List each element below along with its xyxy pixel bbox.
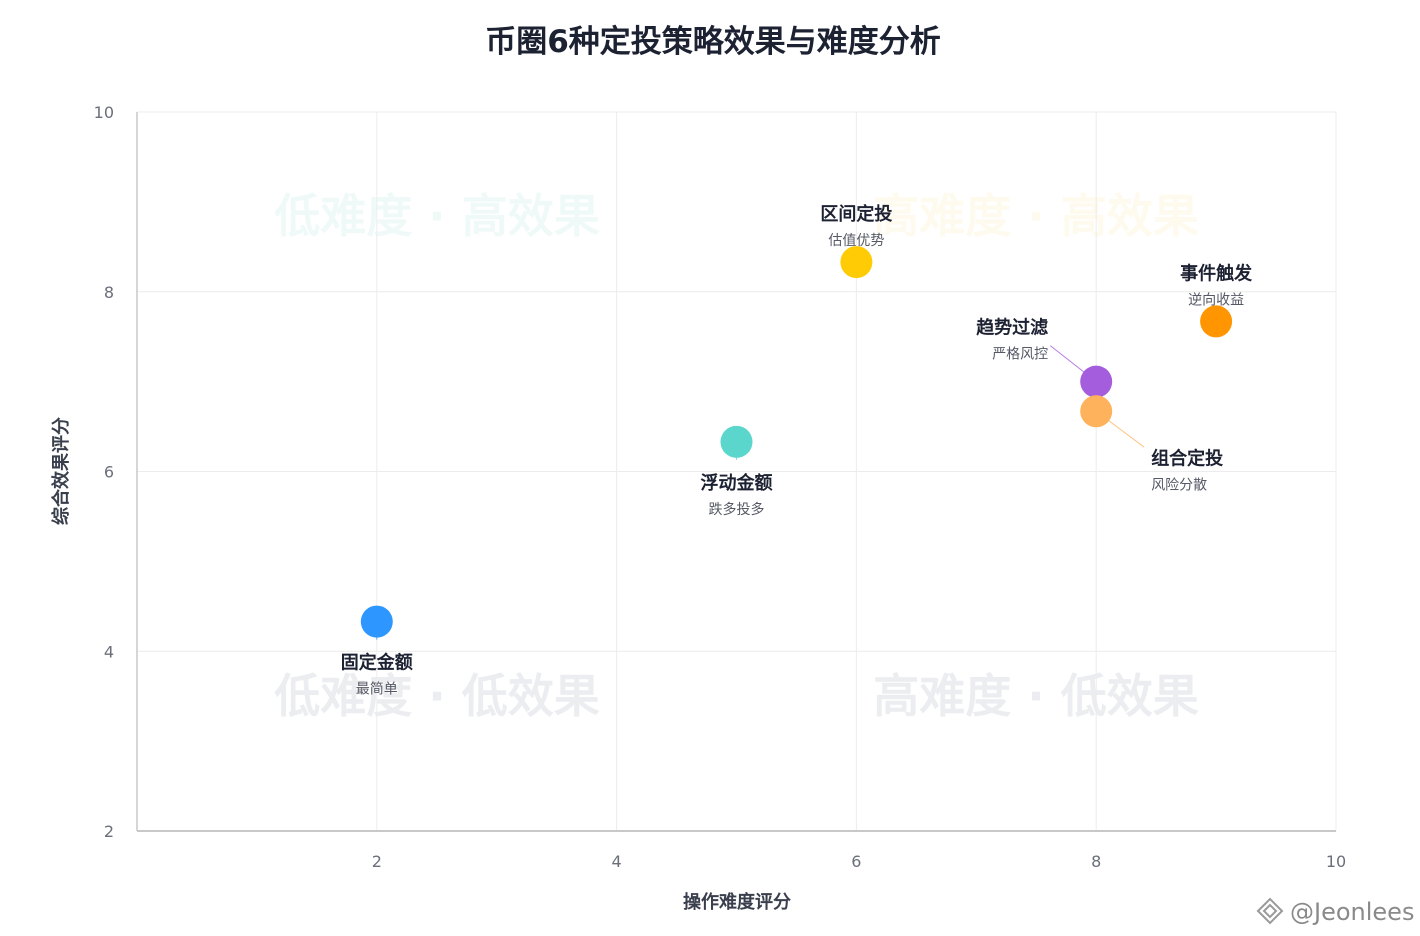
x-tick-label: 6 (851, 852, 861, 871)
quadrant-label: 高难度 · 低效果 (873, 669, 1199, 723)
point-note: 风险分散 (1151, 477, 1207, 493)
x-tick-label: 2 (372, 852, 382, 871)
point-label: 固定金额 (341, 652, 413, 674)
y-tick-label: 8 (104, 283, 114, 302)
point-label: 组合定投 (1151, 447, 1223, 469)
point-note: 跌多投多 (709, 501, 765, 518)
grid (136, 111, 1337, 832)
x-tick-label: 8 (1091, 852, 1101, 871)
data-point (1200, 305, 1233, 338)
watermark: @Jeonlees (1256, 897, 1414, 926)
watermark-logo-icon (1256, 897, 1284, 925)
quadrant-label: 低难度 · 高效果 (274, 189, 600, 243)
x-tick-label: 4 (612, 852, 622, 871)
quadrant-label: 高难度 · 高效果 (873, 189, 1199, 243)
data-point (1080, 365, 1113, 398)
point-label: 趋势过滤 (976, 317, 1048, 339)
point-label: 事件触发 (1180, 262, 1253, 284)
y-tick-label: 10 (94, 103, 114, 122)
y-axis-label: 综合效果评分 (50, 417, 72, 525)
point-note: 严格风控 (992, 347, 1048, 363)
data-point (720, 425, 753, 458)
data-point (1080, 395, 1113, 428)
watermark-text: @Jeonlees (1290, 898, 1414, 926)
point-label: 区间定投 (820, 203, 892, 225)
data-point (360, 605, 393, 638)
data-point (840, 246, 873, 279)
point-note: 估值优势 (828, 233, 884, 249)
axis-ticks: 2 4 6 8 10 2 4 6 8 10 (94, 103, 1347, 871)
y-tick-label: 2 (104, 822, 114, 841)
point-note: 逆向收益 (1188, 292, 1244, 308)
y-tick-label: 4 (104, 642, 114, 661)
point-label: 浮动金额 (701, 472, 773, 494)
point-note: 最简单 (356, 681, 398, 698)
x-axis-label: 操作难度评分 (683, 891, 791, 913)
y-tick-label: 6 (104, 463, 114, 482)
x-tick-label: 10 (1326, 852, 1346, 871)
chart-title: 币圈6种定投策略效果与难度分析 (485, 24, 941, 60)
quadrant-label: 低难度 · 低效果 (274, 669, 600, 723)
